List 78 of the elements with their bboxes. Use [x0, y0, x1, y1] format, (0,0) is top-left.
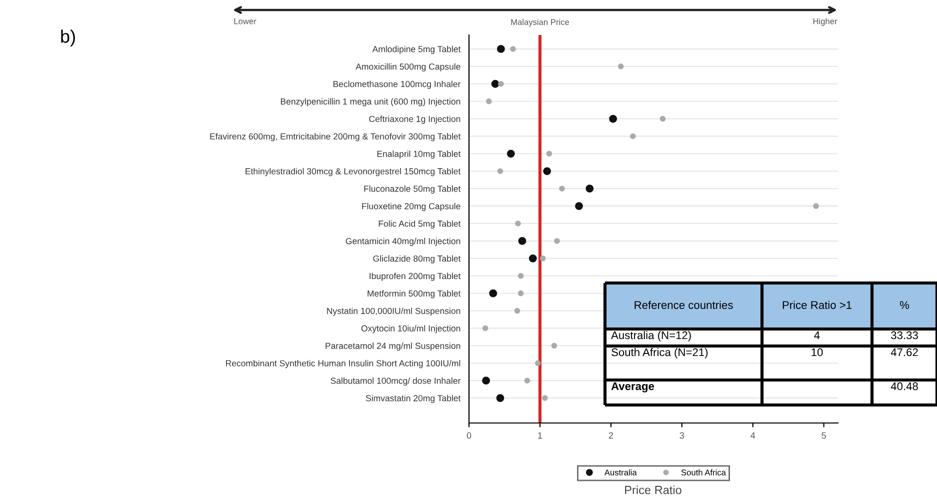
point [496, 45, 505, 53]
y-tick-label: Recombinant Synthetic Human Insulin Short Acting 100IU/ml [226, 360, 460, 368]
y-tick-label: Ibuprofen 200mg Tablet [370, 272, 461, 281]
annotation: 10 [812, 348, 823, 356]
y-tick-label: Benzylpenicillin 1 mega unit (600 mg) Injection [280, 98, 460, 106]
point [482, 325, 488, 332]
y-tick-label: Ceftriaxone 1g Injection [369, 116, 460, 124]
text: Higher [813, 18, 838, 26]
y-tick-label: Ethinylestradiol 30mcg & Levonorgestrel 150mcg Tablet [246, 168, 461, 176]
text: % [900, 301, 910, 309]
annotation: Reference countries [634, 300, 733, 309]
point [515, 220, 521, 226]
text: 40.48 [890, 382, 918, 390]
point [609, 114, 618, 123]
y-tick-label: Folic Acid 5mg Tablet [378, 220, 461, 228]
y-tick-label: Paracetamol 24 mg/ml Suspension [326, 342, 460, 351]
point [491, 80, 500, 88]
point [486, 98, 492, 104]
text: Lower [234, 18, 256, 24]
annotation: Price Ratio >1 [782, 300, 852, 309]
point [489, 289, 498, 298]
point [510, 46, 516, 52]
point [482, 376, 490, 385]
y-tick-label: Metformin 500mg Tablet [368, 290, 461, 298]
point [813, 203, 819, 209]
y-tick-label: Salbutamol 100mcg/ dose Inhaler [330, 377, 461, 386]
x-tick-label: 5 [822, 432, 826, 439]
y-tick-label: Efavirenz 600mg, Emtricitabine 200mg & Tenofovir 300mg Tablet [210, 133, 461, 142]
x-tick-label: 3 [680, 432, 684, 439]
text: 47.62 [890, 348, 918, 356]
y-tick-label: Oxytocin 10iu/ml Injection [361, 325, 460, 334]
y-tick-label: Fluoxetine 20mg Capsule [362, 202, 460, 212]
y-tick-label: Amlodipine 5mg Tablet [372, 46, 461, 54]
point [630, 133, 636, 140]
y-tick-label: Nystatin 100,000IU/ml Suspension [327, 308, 460, 316]
y-tick-label: Simvastatin 20mg Tablet [366, 394, 461, 404]
point [514, 308, 520, 314]
y-tick-label: Beclomethasone 100mcg Inhaler [333, 80, 461, 89]
x-tick-label: 2 [608, 432, 613, 439]
point [518, 237, 526, 245]
point [506, 150, 515, 158]
point [618, 64, 624, 70]
y-tick-label: Amoxicillin 500mg Capsule [356, 63, 460, 72]
point [586, 184, 594, 193]
point [497, 168, 504, 174]
point [660, 116, 666, 122]
point [546, 150, 552, 157]
y-tick-label: Gentamicin 40mg/ml Injection [346, 238, 460, 246]
y-tick-label: Gliclazide 80mg Tablet [373, 255, 461, 264]
point [534, 360, 541, 366]
point [575, 202, 583, 210]
point [543, 167, 552, 176]
y-tick-label: Fluconazole 50mg Tablet [364, 185, 461, 194]
legend-label: South Africa [681, 469, 726, 476]
annotation: 4 [814, 331, 820, 340]
text: b) [61, 30, 75, 46]
point [518, 290, 524, 296]
x-axis-title: Price Ratio [625, 485, 682, 494]
y-tick-label: Enalapril 10mg Tablet [377, 150, 461, 159]
x-tick-label: 0 [466, 432, 472, 439]
text: 33.33 [891, 331, 918, 340]
point [559, 186, 565, 192]
ref-line-label: Malaysian Price [511, 18, 569, 27]
annotation: Australia (N=12) [611, 331, 691, 342]
point [528, 254, 537, 262]
point [540, 256, 546, 262]
annotation: Average [611, 382, 654, 392]
legend-label: Australia [604, 469, 637, 476]
x-tick-label: 4 [750, 432, 756, 439]
point [542, 395, 548, 401]
point [518, 272, 524, 279]
x-tick-label: 1 [538, 432, 542, 439]
point [498, 80, 504, 87]
point [524, 378, 530, 384]
point [551, 342, 558, 349]
annotation: South Africa (N=21) [612, 348, 708, 358]
point [554, 238, 560, 244]
point [496, 394, 504, 402]
